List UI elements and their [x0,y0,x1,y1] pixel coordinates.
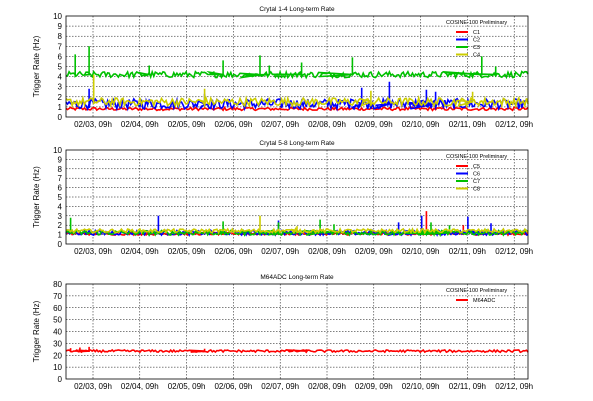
legend-title: COSINE-100 Preliminary [446,154,507,160]
y-tick-label: 9 [58,22,63,31]
x-tick-label: 02/11, 09h [449,382,486,391]
y-tick-label: 10 [53,146,62,155]
y-tick-label: 1 [58,231,63,240]
x-tick-label: 02/10, 09h [402,382,440,391]
y-axis-label: Trigger Rate (Hz) [32,300,41,362]
x-tick-label: 02/07, 09h [261,120,299,129]
legend-label: C1 [473,30,480,36]
x-tick-label: 02/12, 09h [495,247,533,256]
x-tick-label: 02/05, 09h [168,247,206,256]
x-tick-label: 02/10, 09h [402,120,440,129]
x-tick-label: 02/06, 09h [214,247,252,256]
legend-label: C7 [473,179,480,185]
y-tick-label: 3 [58,83,63,92]
x-tick-label: 02/08, 09h [308,247,346,256]
legend-label: C8 [473,187,480,193]
x-tick-label: 02/08, 09h [308,382,346,391]
series-line-c8 [65,215,529,235]
plot-frame [65,15,529,118]
x-tick-label: 02/05, 09h [168,382,206,391]
y-tick-label: 10 [53,363,62,372]
y-tick-label: 60 [53,304,62,313]
x-tick-label: 02/04, 09h [121,120,159,129]
y-tick-label: 0 [58,375,63,384]
y-tick-label: 50 [53,316,62,325]
x-tick-label: 02/10, 09h [402,247,440,256]
x-tick-label: 02/12, 09h [495,382,533,391]
y-tick-label: 6 [58,52,63,61]
x-tick-label: 02/12, 09h [495,120,533,129]
x-tick-label: 02/11, 09h [449,120,486,129]
chart-title: Crytal 1-4 Long-term Rate [259,6,335,13]
series-line-c1 [65,106,529,112]
x-tick-label: 02/11, 09h [449,247,486,256]
y-tick-label: 3 [58,212,63,221]
y-tick-label: 7 [58,174,63,183]
series-line-c7 [65,217,529,238]
y-axis-label: Trigger Rate (Hz) [32,166,41,228]
legend-label: C5 [473,164,480,170]
chart-title: M64ADC Long-term Rate [260,274,334,281]
legend-label: C4 [473,53,480,59]
y-tick-label: 1 [58,103,63,112]
x-tick-label: 02/03, 09h [74,247,112,256]
legend-label: C2 [473,38,480,44]
y-tick-label: 10 [53,12,62,21]
x-tick-label: 02/05, 09h [168,120,206,129]
y-tick-label: 0 [58,240,63,249]
y-tick-label: 70 [53,292,62,301]
y-tick-label: 4 [58,202,63,211]
x-tick-label: 02/07, 09h [261,382,299,391]
y-tick-label: 40 [53,328,62,337]
x-tick-label: 02/06, 09h [214,120,252,129]
y-tick-label: 20 [53,351,62,360]
x-tick-label: 02/04, 09h [121,247,159,256]
y-tick-label: 8 [58,32,63,41]
y-tick-label: 9 [58,155,63,164]
series-line-m64adc [65,346,529,354]
y-tick-label: 8 [58,165,63,174]
series-line-c4 [65,74,529,109]
y-tick-label: 2 [58,93,63,102]
x-tick-label: 02/08, 09h [308,120,346,129]
y-tick-label: 5 [58,193,63,202]
series-line-c3 [65,46,529,80]
x-tick-label: 02/09, 09h [355,382,393,391]
x-tick-label: 02/09, 09h [355,247,393,256]
x-tick-label: 02/06, 09h [214,382,252,391]
x-tick-label: 02/04, 09h [121,382,159,391]
y-tick-label: 6 [58,184,63,193]
x-tick-label: 02/03, 09h [74,120,112,129]
y-tick-label: 30 [53,339,62,348]
chart-title: Crytal 5-8 Long-term Rate [259,140,335,147]
legend-label: M64ADC [473,298,495,304]
y-tick-label: 4 [58,73,63,82]
legend-title: COSINE-100 Preliminary [446,288,507,294]
y-tick-label: 0 [58,113,63,122]
plot-frame [65,149,529,245]
y-tick-label: 80 [53,280,62,289]
x-tick-label: 02/07, 09h [261,247,299,256]
y-tick-label: 5 [58,63,63,72]
y-tick-label: 2 [58,221,63,230]
plot-frame [65,283,529,380]
legend-label: C3 [473,45,480,51]
legend-label: C6 [473,172,480,178]
y-axis-label: Trigger Rate (Hz) [32,35,41,97]
x-tick-label: 02/03, 09h [74,382,112,391]
x-tick-label: 02/09, 09h [355,120,393,129]
y-tick-label: 7 [58,42,63,51]
legend-title: COSINE-100 Preliminary [446,20,507,26]
